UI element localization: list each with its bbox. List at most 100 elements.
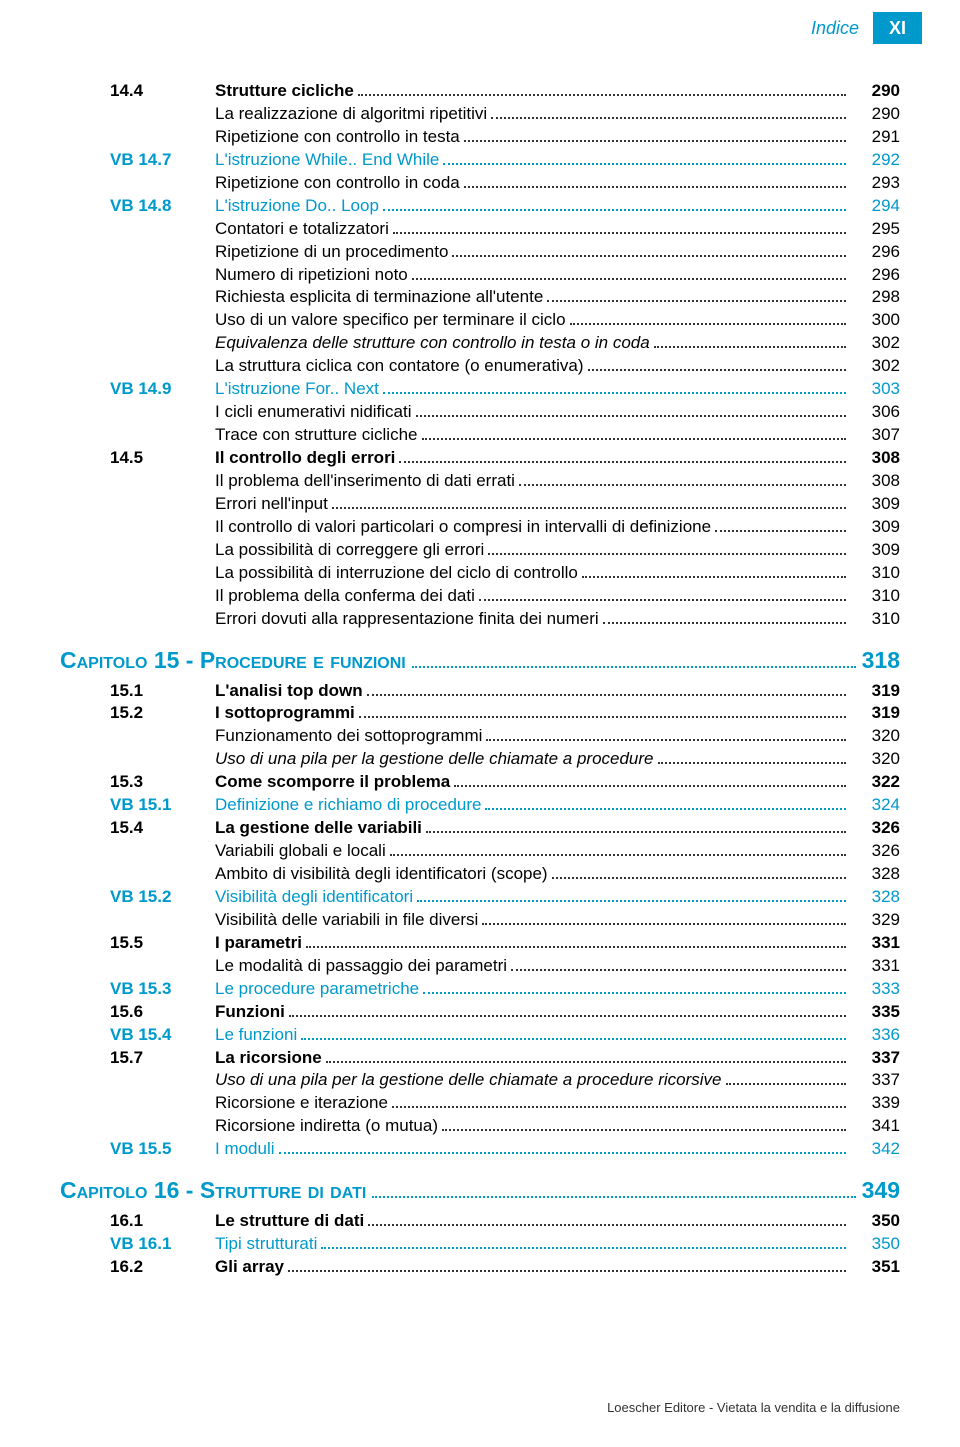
toc-page-number: 290 [850,80,900,103]
toc-title: Tipi strutturati [215,1233,317,1256]
toc-title-cell: Ripetizione con controllo in coda [215,172,850,195]
toc-title-cell: Ripetizione di un procedimento [215,241,850,264]
toc-title: Funzioni [215,1001,285,1024]
toc-page-number: 351 [850,1256,900,1279]
toc-row: Richiesta esplicita di terminazione all'… [110,286,900,309]
toc-page-number: 320 [850,725,900,748]
toc-title: Il controllo di valori particolari o com… [215,516,711,539]
toc-row: La realizzazione di algoritmi ripetitivi… [110,103,900,126]
toc-title-cell: L'istruzione For.. Next [215,378,850,401]
toc-row: Ripetizione con controllo in testa291 [110,126,900,149]
toc-row: 15.4La gestione delle variabili326 [110,817,900,840]
toc-title-cell: Ricorsione e iterazione [215,1092,850,1115]
toc-title: Ripetizione di un procedimento [215,241,448,264]
toc-title: La gestione delle variabili [215,817,422,840]
leader-dots [393,232,846,234]
leader-dots [658,762,847,764]
toc-title-cell: I moduli [215,1138,850,1161]
toc-title: I parametri [215,932,302,955]
toc-section-14: 14.4Strutture cicliche290La realizzazion… [110,80,900,631]
leader-dots [482,923,846,925]
toc-title: Visibilità delle variabili in file diver… [215,909,478,932]
leader-dots [488,553,846,555]
chapter-page: 349 [862,1175,900,1206]
toc-page-number: 335 [850,1001,900,1024]
toc-row: Ambito di visibilità degli identificator… [110,863,900,886]
toc-page-number: 331 [850,955,900,978]
toc-section-number: 15.5 [110,932,215,955]
toc-section-number: 15.7 [110,1047,215,1070]
toc-title: L'analisi top down [215,680,363,703]
toc-title-cell: La gestione delle variabili [215,817,850,840]
leader-dots [392,1106,846,1108]
toc-row: VB 15.4Le funzioni336 [110,1024,900,1047]
chapter-15-heading: Capitolo 15 - Procedure e funzioni 318 [60,645,900,676]
toc-row: Le modalità di passaggio dei parametri33… [110,955,900,978]
toc-title-cell: Uso di una pila per la gestione delle ch… [215,1069,850,1092]
leader-dots [359,716,846,718]
toc-title: Errori nell'input [215,493,328,516]
toc-title-cell: Le modalità di passaggio dei parametri [215,955,850,978]
toc-row: Errori dovuti alla rappresentazione fini… [110,608,900,631]
leader-dots [452,255,846,257]
toc-title-cell: L'istruzione While.. End While [215,149,850,172]
toc-row: VB 14.7L'istruzione While.. End While292 [110,149,900,172]
leader-dots [715,530,846,532]
leader-dots [454,785,846,787]
toc-page-number: 324 [850,794,900,817]
toc-section-number: 15.4 [110,817,215,840]
toc-page-number: 329 [850,909,900,932]
toc-row: Ricorsione e iterazione339 [110,1092,900,1115]
toc-title: Equivalenza delle strutture con controll… [215,332,650,355]
toc-page-number: 310 [850,562,900,585]
toc-row: Funzionamento dei sottoprogrammi320 [110,725,900,748]
toc-row: 15.6Funzioni 335 [110,1001,900,1024]
leader-dots [326,1061,846,1063]
toc-title: La ricorsione [215,1047,322,1070]
toc-title-cell: Come scomporre il problema [215,771,850,794]
toc-section-number: 15.6 [110,1001,215,1024]
leader-dots [552,877,846,879]
toc-row: Visibilità delle variabili in file diver… [110,909,900,932]
toc-row: La struttura ciclica con contatore (o en… [110,355,900,378]
leader-dots [372,1196,855,1198]
toc-section-16: 16.1Le strutture di dati350VB 16.1Tipi s… [110,1210,900,1279]
toc-title-cell: Uso di una pila per la gestione delle ch… [215,748,850,771]
toc-page-number: 290 [850,103,900,126]
toc-title: Gli array [215,1256,284,1279]
toc-section-number: VB 14.9 [110,378,215,401]
toc-page-number: 294 [850,195,900,218]
toc-row: Uso di una pila per la gestione delle ch… [110,1069,900,1092]
toc-title-cell: Errori nell'input [215,493,850,516]
toc-title: L'istruzione Do.. Loop [215,195,379,218]
toc-page-number: 306 [850,401,900,424]
toc-title: L'istruzione For.. Next [215,378,379,401]
toc-page-number: 319 [850,680,900,703]
toc-page-number: 300 [850,309,900,332]
toc-page-number: 309 [850,493,900,516]
toc-title: Ambito di visibilità degli identificator… [215,863,548,886]
leader-dots [289,1015,846,1017]
leader-dots [547,300,846,302]
toc-title-cell: Ambito di visibilità degli identificator… [215,863,850,886]
toc-page-number: 309 [850,539,900,562]
toc-row: I cicli enumerativi nidificati 306 [110,401,900,424]
toc-title: La possibilità di correggere gli errori [215,539,484,562]
leader-dots [654,346,846,348]
toc-section-number: VB 14.8 [110,195,215,218]
leader-dots [464,140,846,142]
leader-dots [390,854,846,856]
toc-title-cell: Funzioni [215,1001,850,1024]
toc-row: 15.3Come scomporre il problema322 [110,771,900,794]
toc-section-number: VB 15.4 [110,1024,215,1047]
leader-dots [511,969,846,971]
leader-dots [383,209,846,211]
toc-page-number: 319 [850,702,900,725]
header-badge: XI [873,12,922,44]
toc-row: Uso di un valore specifico per terminare… [110,309,900,332]
toc-section-number: 15.1 [110,680,215,703]
toc-page-number: 350 [850,1210,900,1233]
toc-title-cell: Numero di ripetizioni noto [215,264,850,287]
toc-row: 15.5I parametri331 [110,932,900,955]
toc-title: I cicli enumerativi nidificati [215,401,412,424]
